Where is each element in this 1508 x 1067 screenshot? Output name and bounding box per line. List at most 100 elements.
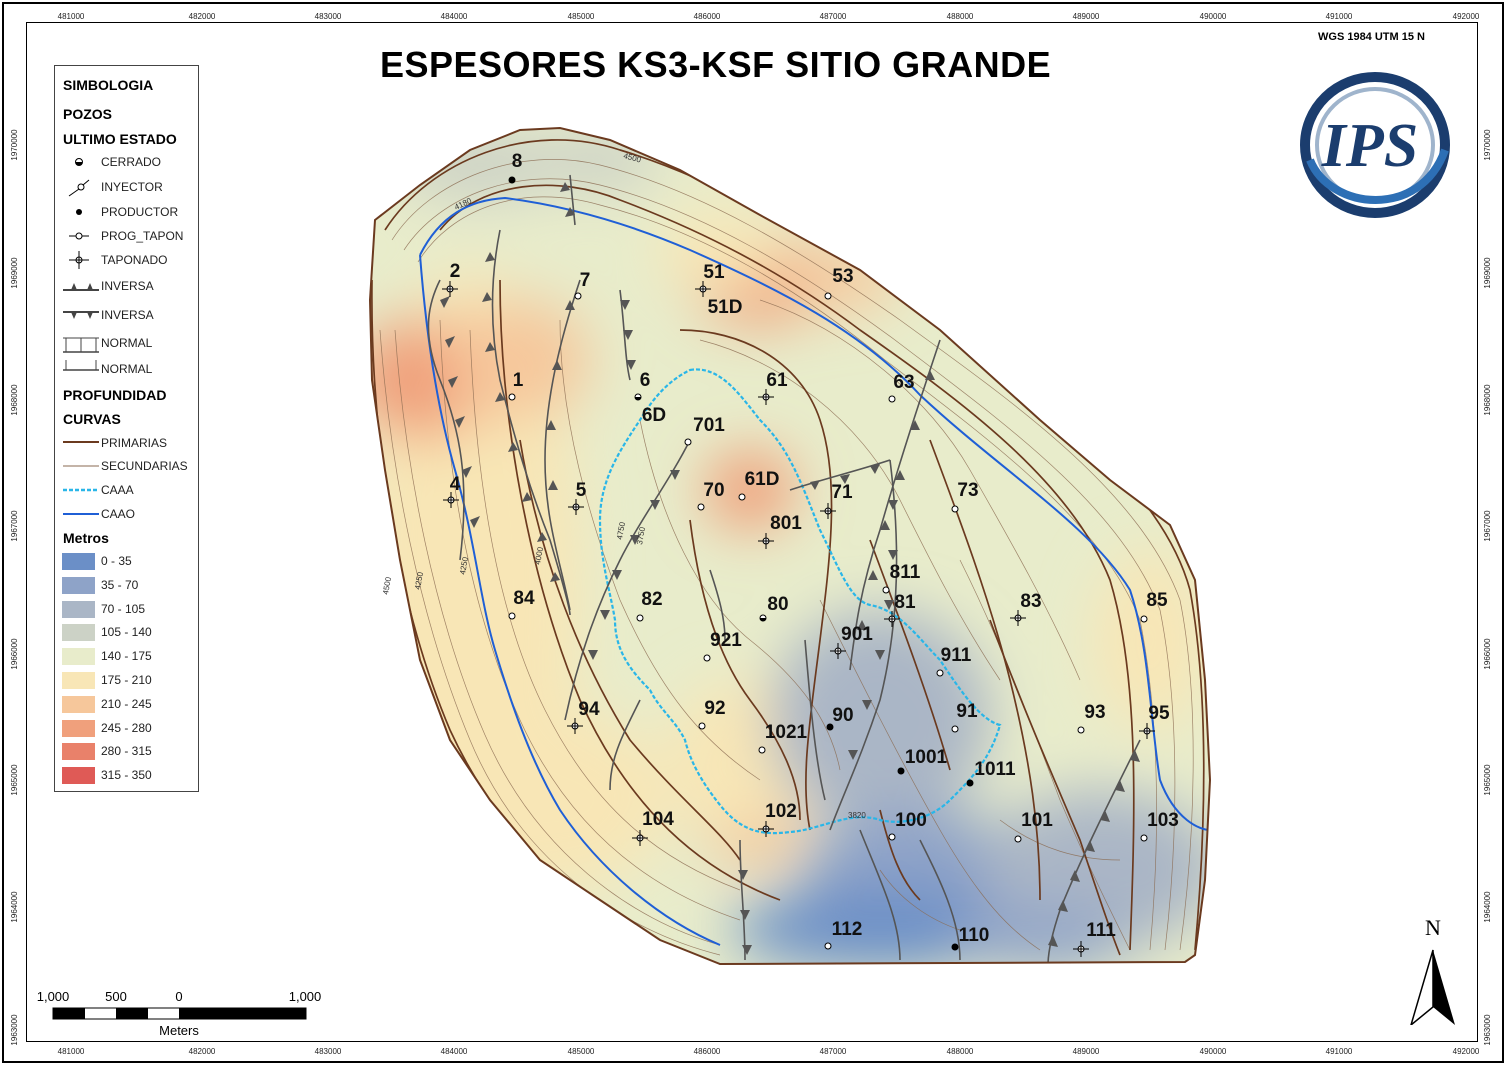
well-label[interactable]: 104 [642,809,674,830]
well-marker [758,746,766,754]
contour-label: 3750 [635,526,647,546]
well-marker [951,725,959,733]
well-label[interactable]: 94 [578,699,600,720]
scale-bar-graphic [52,1007,307,1020]
x-tick: 491000 [1325,12,1353,21]
well-marker-half [635,397,641,400]
well-label[interactable]: 91 [956,701,978,722]
well-marker [697,503,705,511]
well-label[interactable]: 4 [449,474,461,495]
x-tick: 485000 [567,1047,595,1056]
legend-status-item: PRODUCTOR [101,205,179,219]
well-label[interactable]: 61 [766,370,788,391]
well-label[interactable]: 92 [704,698,726,719]
well-label[interactable]: 53 [832,266,854,287]
legend-status-header: ULTIMO ESTADO [63,131,177,147]
well-label[interactable]: 701 [693,415,725,436]
well-label[interactable]: 811 [889,562,921,583]
legend-curve-item: CAAA [101,483,134,497]
well-marker [636,614,644,622]
closed-well-icon [75,158,83,166]
well-marker [1140,834,1148,842]
x-tick: 483000 [314,1047,342,1056]
well-label[interactable]: 921 [710,630,742,651]
contour-label: 4250 [413,571,425,591]
well-label[interactable]: 1021 [764,722,808,743]
normal-fault-up-icon [63,337,99,353]
logo-text: IPS [1321,112,1418,180]
well-label[interactable]: 112 [831,919,863,940]
x-tick: 482000 [188,12,216,21]
well-marker [508,612,516,620]
legend-curve-item: SECUNDARIAS [101,459,188,473]
well-label[interactable]: 911 [940,645,972,666]
contour-label: 4250 [458,556,470,576]
legend-fault-item: INVERSA [101,279,154,293]
well-label[interactable]: 2 [449,261,461,282]
well-label[interactable]: 84 [513,588,535,609]
legend-status-item: TAPONADO [101,253,168,267]
well-marker [824,292,832,300]
well-label[interactable]: 81 [894,592,916,613]
well-label[interactable]: 80 [767,594,789,615]
well-label[interactable]: 110 [958,925,990,946]
reverse-fault-down-icon [63,311,99,319]
well-label[interactable]: 1 [512,370,524,391]
legend-metros-header: Metros [63,530,109,546]
well-label[interactable]: 73 [957,480,979,501]
well-label[interactable]: 61D [744,469,780,490]
well-label[interactable]: 51 [703,262,725,283]
well-label[interactable]: 103 [1147,810,1179,831]
well-marker [508,393,516,401]
legend-fault-item: INVERSA [101,308,154,322]
well-label[interactable]: 8 [511,151,523,172]
legend-class-label: 0 - 35 [101,554,132,568]
x-tick: 486000 [693,12,721,21]
well-marker [508,176,516,184]
x-tick: 485000 [567,12,595,21]
x-tick: 489000 [1072,1047,1100,1056]
well-label[interactable]: 83 [1020,591,1042,612]
well-label[interactable]: 6 [639,370,651,391]
well-label[interactable]: 111 [1086,920,1116,941]
scale-label: 1,000 [288,989,322,1004]
legend-swatch [62,767,95,785]
well-label[interactable]: 70 [703,480,725,501]
legend-class-label: 105 - 140 [101,625,152,640]
well-label[interactable]: 102 [765,801,797,822]
producer-well-icon [76,209,82,215]
well-marker [738,493,746,501]
well-label[interactable]: 801 [770,513,802,534]
primary-curve-icon [63,441,99,443]
well-label[interactable]: 1011 [974,759,1016,780]
well-label[interactable]: 7 [579,270,591,291]
well-label[interactable]: 95 [1148,703,1170,724]
legend-curve-item: CAAO [101,507,136,521]
field-outline [368,126,1212,966]
well-marker [1077,726,1085,734]
well-label[interactable]: 6D [641,405,667,426]
legend-class-label: 245 - 280 [101,720,152,735]
north-arrow-icon [1410,949,1455,1025]
legend-curves-header: CURVAS [63,411,121,427]
caao-contact-line [419,196,1210,831]
well-label[interactable]: 1001 [904,747,948,768]
well-label[interactable]: 82 [641,589,663,610]
well-label[interactable]: 100 [895,810,927,831]
well-label[interactable]: 51D [707,297,743,318]
well-label[interactable]: 901 [841,624,873,645]
well-label[interactable]: 63 [893,372,915,393]
scale-unit: Meters [159,1023,199,1038]
well-label[interactable]: 90 [832,705,854,726]
well-label[interactable]: 71 [831,482,853,503]
well-marker [951,943,959,951]
well-marker [826,723,834,731]
well-label[interactable]: 93 [1084,702,1106,723]
well-label[interactable]: 5 [575,480,587,501]
well-label[interactable]: 85 [1146,590,1168,611]
well-label[interactable]: 101 [1021,810,1053,831]
legend-class-label: 140 - 175 [101,649,152,664]
well-marker [882,586,890,594]
caaa-curve-icon [63,488,99,492]
